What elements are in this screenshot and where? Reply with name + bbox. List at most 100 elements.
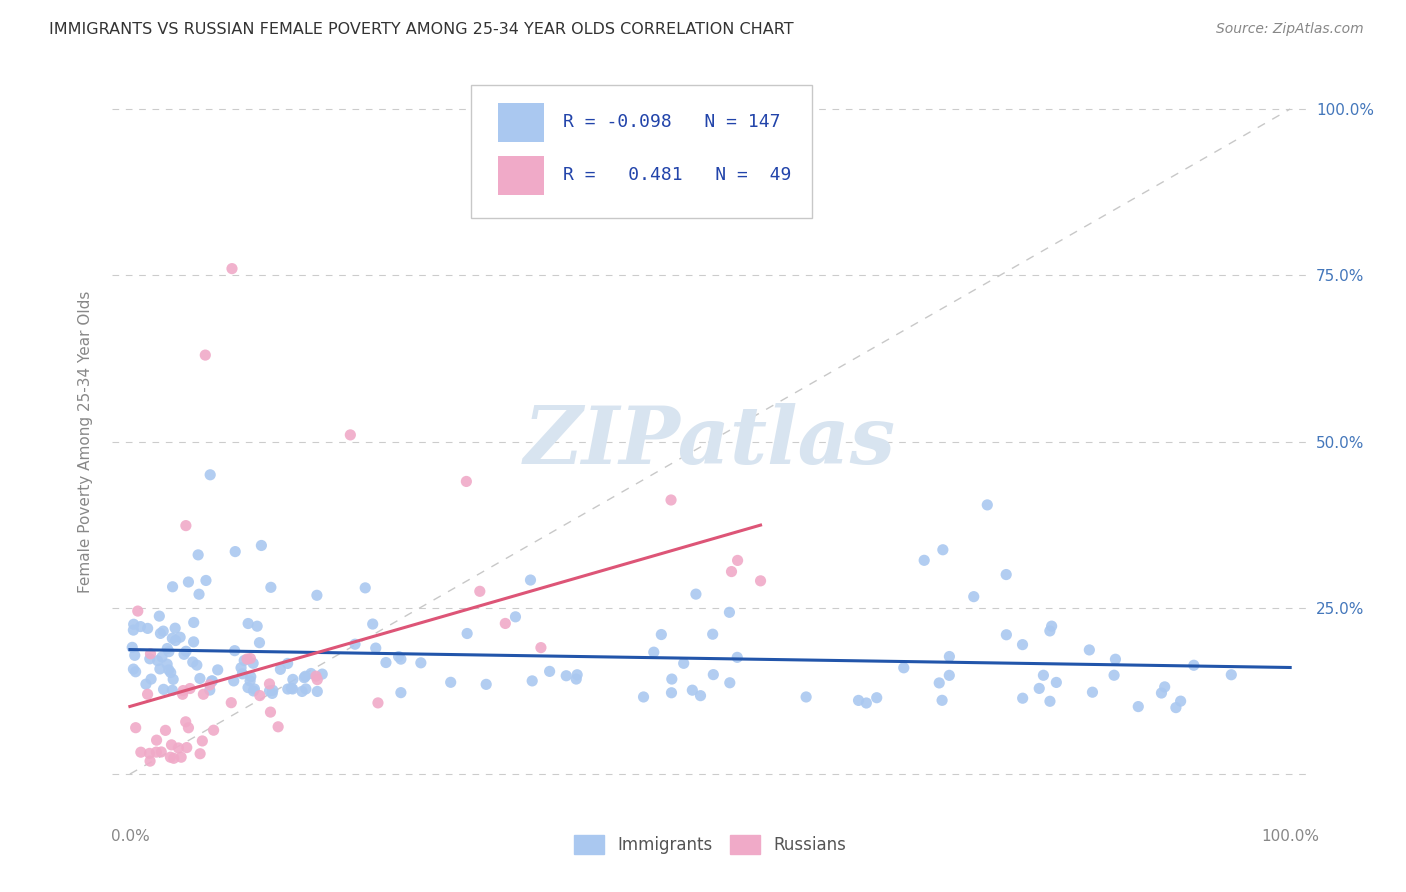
Point [260,580,283,594]
Point [165,633,187,648]
Point [277,681,299,696]
Point [165,621,187,635]
Point [475,677,498,691]
Point [139,754,162,768]
Point [259,683,281,698]
Point [149,626,172,640]
Point [291,684,314,698]
Point [174,518,197,533]
Point [236,652,259,666]
Point [932,542,955,557]
Point [440,675,463,690]
Point [1011,638,1033,652]
Point [305,669,328,683]
FancyBboxPatch shape [471,85,811,218]
Point [173,648,195,662]
Point [292,671,315,685]
Point [170,750,193,764]
Point [136,687,159,701]
Point [1011,691,1033,706]
Point [995,628,1018,642]
Point [224,544,246,558]
Point [1104,652,1126,666]
Point [193,687,215,701]
Point [794,690,817,704]
Point [367,696,389,710]
Point [160,738,183,752]
Text: Source: ZipAtlas.com: Source: ZipAtlas.com [1216,22,1364,37]
Point [139,672,162,686]
Point [231,666,253,681]
Point [176,740,198,755]
Point [339,428,361,442]
Point [269,662,291,676]
Point [239,673,262,688]
Point [456,475,478,489]
Point [1040,619,1063,633]
Point [183,635,205,649]
Point [912,553,935,567]
Point [169,630,191,644]
Point [375,656,398,670]
Point [749,574,772,588]
Point [1102,668,1125,682]
Point [1182,658,1205,673]
Point [152,682,174,697]
Point [262,686,284,700]
Point [157,663,180,677]
Point [650,627,672,641]
Point [167,740,190,755]
Point [538,665,561,679]
Point [643,645,665,659]
Point [157,645,180,659]
Point [1078,643,1101,657]
Point [259,677,281,691]
Point [229,661,252,675]
Point [129,745,152,759]
Point [1150,686,1173,700]
Point [186,658,208,673]
Point [136,621,159,635]
Point [928,676,950,690]
Point [194,348,217,362]
Point [201,673,224,688]
Point [127,604,149,618]
Point [152,624,174,639]
Point [181,655,204,669]
Point [702,667,724,681]
Point [354,581,377,595]
Point [931,693,953,707]
Point [174,714,197,729]
Point [1028,681,1050,696]
Point [305,588,328,602]
Point [125,721,148,735]
Point [139,647,162,661]
Point [191,734,214,748]
Point [633,690,655,704]
Text: IMMIGRANTS VS RUSSIAN FEMALE POVERTY AMONG 25-34 YEAR OLDS CORRELATION CHART: IMMIGRANTS VS RUSSIAN FEMALE POVERTY AMO… [49,22,794,37]
Point [236,616,259,631]
Point [938,668,960,682]
Point [194,574,217,588]
Point [555,669,578,683]
Point [361,617,384,632]
Point [1039,694,1062,708]
Point [262,683,284,698]
Point [1045,675,1067,690]
Point [307,673,329,687]
Point [242,657,264,671]
Text: ZIPatlas: ZIPatlas [524,403,896,480]
Point [281,681,304,696]
Point [1220,667,1243,681]
Point [249,635,271,649]
Point [122,617,145,632]
Point [246,619,269,633]
Point [188,747,211,761]
Point [311,667,333,681]
Legend: Immigrants, Russians: Immigrants, Russians [574,835,846,854]
Point [138,747,160,761]
Point [249,689,271,703]
Point [198,678,221,692]
Point [145,733,167,747]
Point [162,580,184,594]
